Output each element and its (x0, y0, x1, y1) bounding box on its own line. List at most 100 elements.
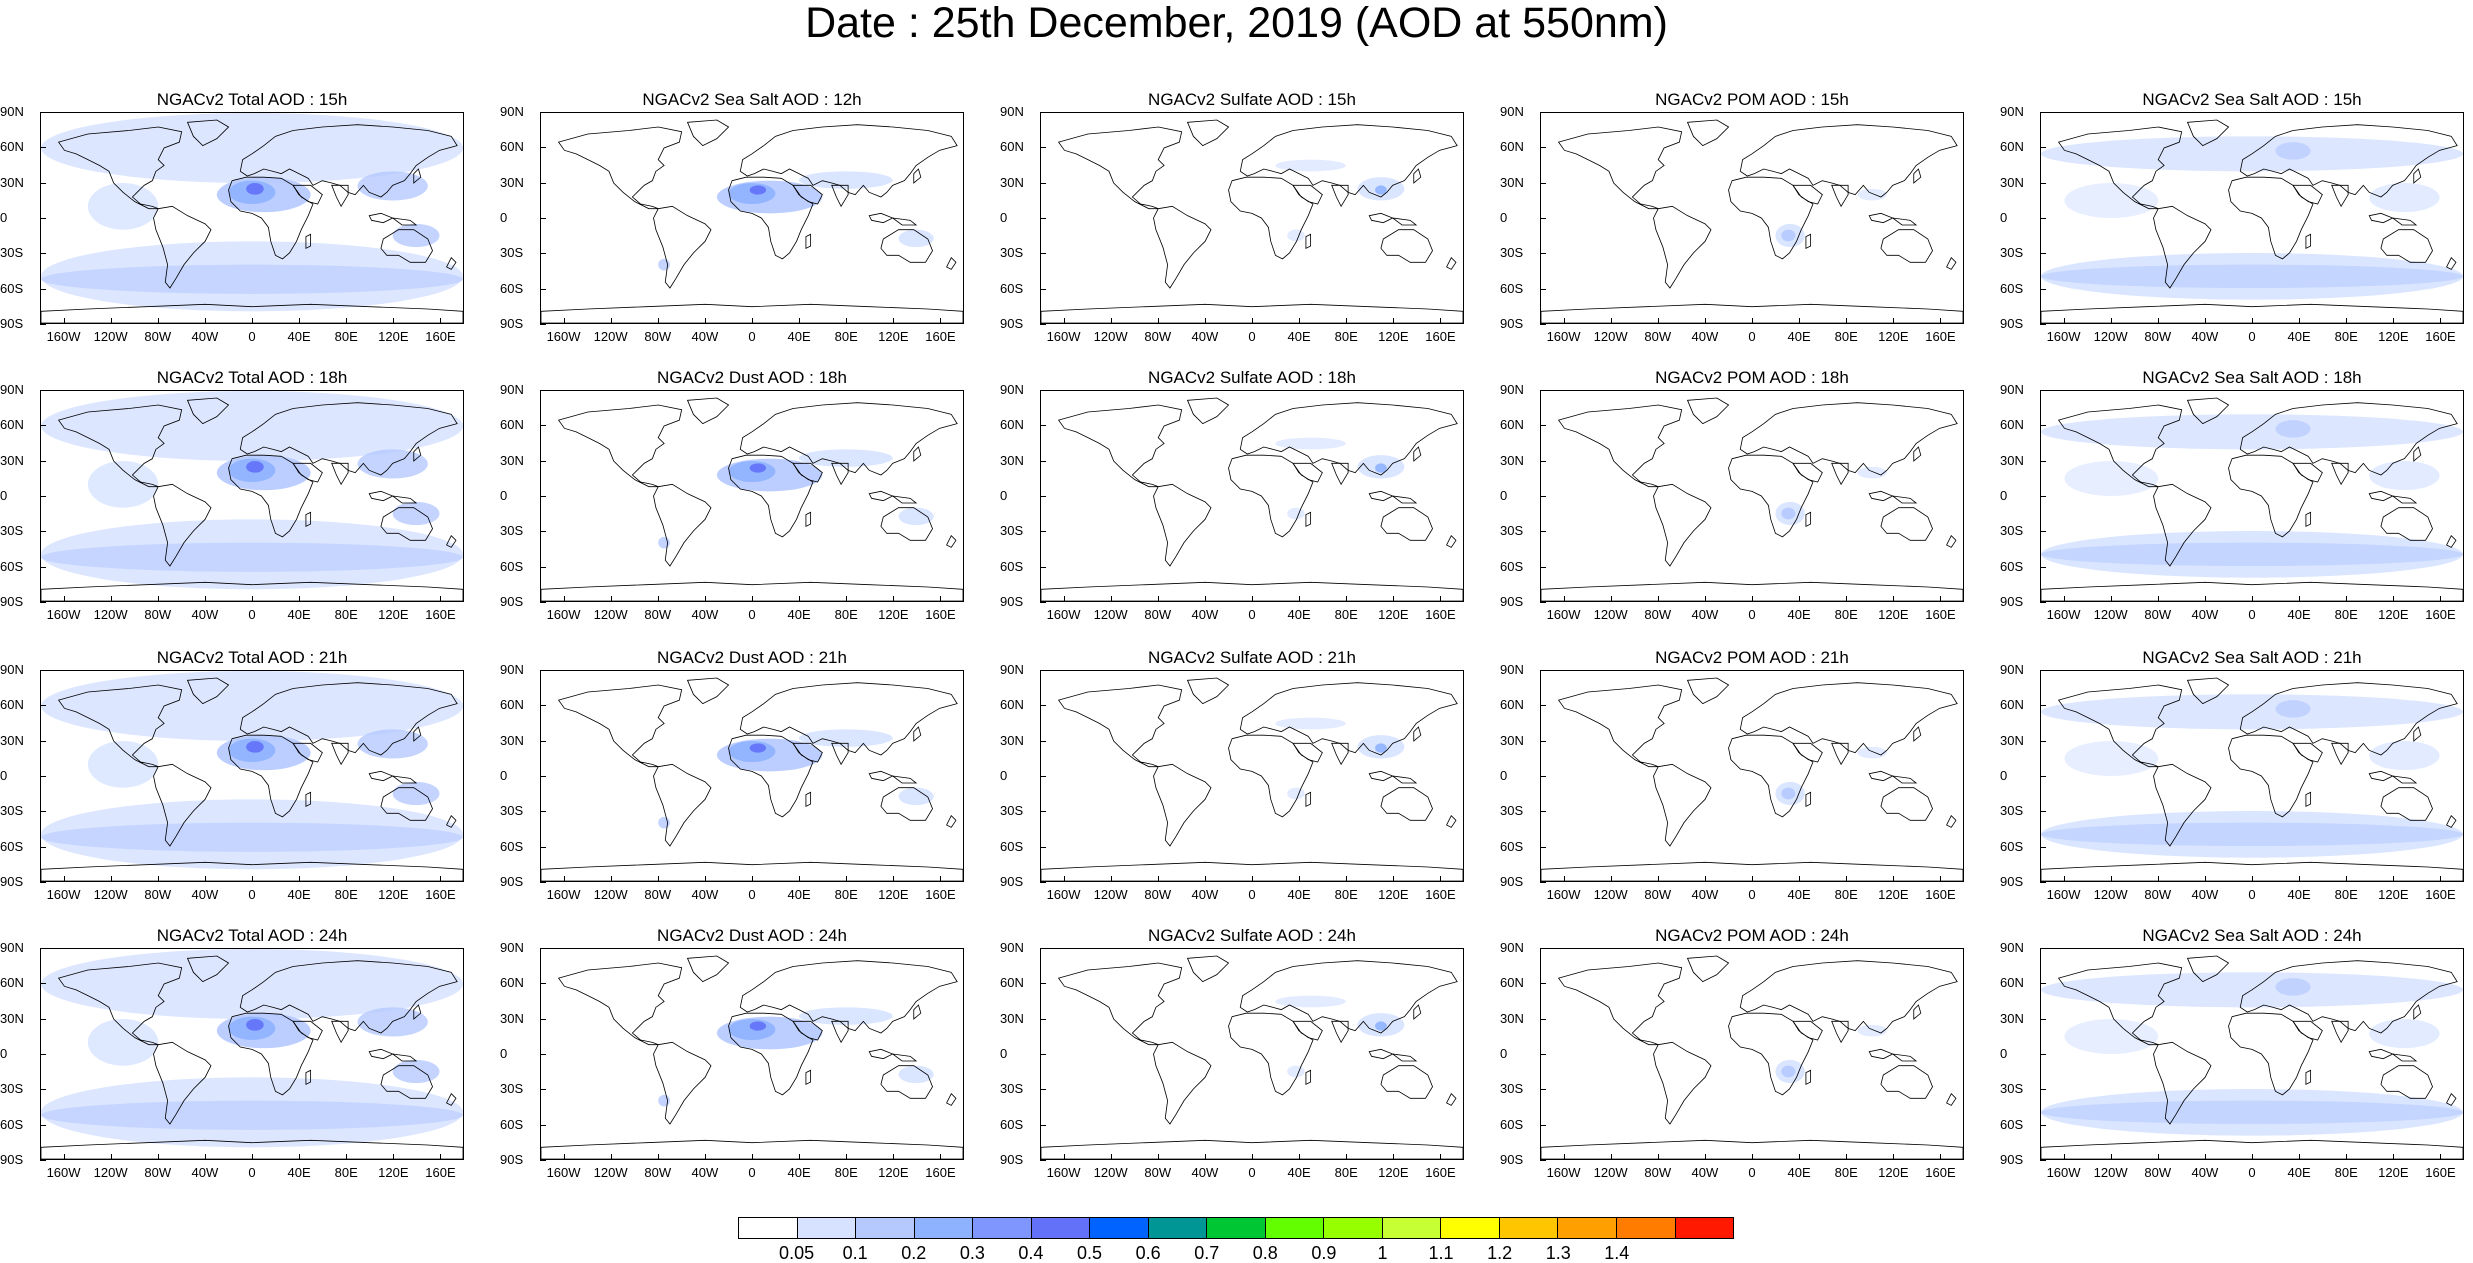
map-svg (541, 955, 963, 1159)
lat-tick (40, 776, 46, 777)
lat-tick-label: 90S (1500, 594, 1524, 609)
lat-tick-label: 0 (2000, 488, 2008, 503)
lon-tick-label: 120E (1878, 1165, 1909, 1180)
aod-shading (2275, 420, 2311, 438)
lon-tick-label: 120E (2378, 329, 2409, 344)
lon-tick (2252, 1154, 2253, 1160)
lon-tick (1704, 596, 1706, 602)
lon-tick (2204, 596, 2206, 602)
lat-tick-label: 60S (1000, 1116, 1024, 1132)
lon-tick-label: 0 (1748, 329, 1756, 344)
lon-tick (1563, 596, 1565, 602)
lat-tick-label: 90S (2000, 1152, 2024, 1167)
map-svg (1041, 397, 1463, 601)
lat-tick-label: 30S (1000, 245, 1024, 261)
lon-tick (2063, 596, 2065, 602)
map-svg (2041, 397, 2463, 601)
lon-tick-label: 160W (1546, 607, 1581, 622)
lat-tick-label: 60N (1500, 975, 1524, 991)
lon-tick-label: 120W (593, 607, 628, 622)
lon-tick (346, 1154, 348, 1160)
map-svg (1041, 955, 1463, 1159)
lat-tick (1040, 112, 1046, 113)
lat-tick-label: 30S (1500, 1081, 1524, 1097)
lon-tick-label: 40W (2191, 887, 2219, 902)
aod-shading (1857, 746, 1887, 759)
panel-title: NGACv2 POM AOD : 15h (1655, 90, 1849, 109)
lon-tick (204, 596, 206, 602)
lon-tick (2299, 876, 2301, 882)
lat-tick (40, 218, 46, 219)
lon-tick-label: 120W (93, 329, 128, 344)
lon-tick-label: 120E (2378, 1165, 2409, 1180)
lat-tick (2040, 531, 2046, 533)
lat-tick (2040, 425, 2046, 427)
lon-tick-label: 0 (2248, 1165, 2256, 1180)
lon-tick-label: 80E (2334, 329, 2358, 344)
lat-tick-label: 30S (0, 245, 24, 261)
lat-tick-label: 30S (500, 523, 524, 539)
lat-tick (1540, 705, 1546, 707)
lat-tick (1540, 1089, 1546, 1091)
lon-tick-label: 120E (1378, 1165, 1409, 1180)
lon-tick-label: 160W (46, 329, 81, 344)
lon-tick (393, 876, 395, 882)
lon-tick-label: 120W (593, 887, 628, 902)
lat-tick-label: 30S (1500, 245, 1524, 261)
lat-tick-label: 90S (1000, 874, 1024, 889)
lat-tick (2040, 460, 2046, 462)
lon-tick-label: 0 (248, 887, 256, 902)
lon-tick-label: 120W (1593, 607, 1628, 622)
coastline (1541, 677, 1963, 881)
aod-shading (658, 258, 670, 271)
world-map (1540, 670, 1964, 882)
lat-tick (1040, 1054, 1046, 1055)
map-panel: NGACv2 Sea Salt AOD : 12h 90N 60N 30N 0 30S 60… (500, 90, 970, 362)
lat-tick (540, 112, 546, 113)
coastline (541, 677, 963, 881)
lon-tick-label: 120W (93, 887, 128, 902)
map-panel: NGACv2 Sulfate AOD : 15h 90N 60N 30N 0 30S 60S… (1000, 90, 1470, 362)
lon-tick (846, 1154, 848, 1160)
lon-tick-label: 0 (1748, 887, 1756, 902)
lat-tick (40, 1160, 46, 1161)
map-panel: NGACv2 POM AOD : 15h 90N 60N 30N 0 30S 60S 90S 1… (1500, 90, 1970, 362)
lon-tick-label: 40E (1287, 887, 1311, 902)
map-panel: NGACv2 POM AOD : 24h 90N 60N 30N 0 30S 60S 90S 1… (1500, 926, 1970, 1198)
coastline (1041, 119, 1463, 323)
world-map (40, 670, 464, 882)
lat-tick-label: 90S (2000, 594, 2024, 609)
lat-tick (1540, 1160, 1546, 1161)
lon-tick-label: 80W (644, 887, 672, 902)
lon-tick-label: 160W (546, 329, 581, 344)
lon-tick (299, 876, 301, 882)
aod-shading (658, 816, 670, 829)
lat-tick-label: 30S (0, 803, 24, 819)
lon-tick (1940, 596, 1942, 602)
lat-tick-label: 90S (1500, 874, 1524, 889)
lat-tick-label: 60S (1500, 558, 1524, 574)
lat-tick (40, 705, 46, 707)
panel-title: NGACv2 Sea Salt AOD : 15h (2142, 90, 2362, 109)
lon-tick-label: 120E (878, 329, 909, 344)
lat-tick (40, 846, 46, 848)
lon-tick (440, 318, 442, 324)
aod-shading (798, 171, 893, 189)
lon-tick-label: 40E (787, 887, 811, 902)
lon-tick (393, 318, 395, 324)
lat-tick-label: 0 (500, 488, 508, 503)
lat-tick-label: 90N (2000, 940, 2024, 955)
lat-tick (2040, 566, 2046, 568)
lon-tick-label: 120W (1093, 1165, 1128, 1180)
lon-tick (1893, 318, 1895, 324)
lon-tick-label: 80E (1834, 607, 1858, 622)
world-map (2040, 948, 2464, 1160)
world-map (2040, 112, 2464, 324)
lat-tick (540, 253, 546, 255)
lon-tick-label: 40W (191, 887, 219, 902)
lat-tick-label: 0 (1500, 210, 1508, 225)
lat-tick-label: 60S (500, 280, 524, 296)
lat-tick (1040, 147, 1046, 149)
lat-tick-label: 60S (0, 1116, 24, 1132)
lon-tick (2063, 318, 2065, 324)
